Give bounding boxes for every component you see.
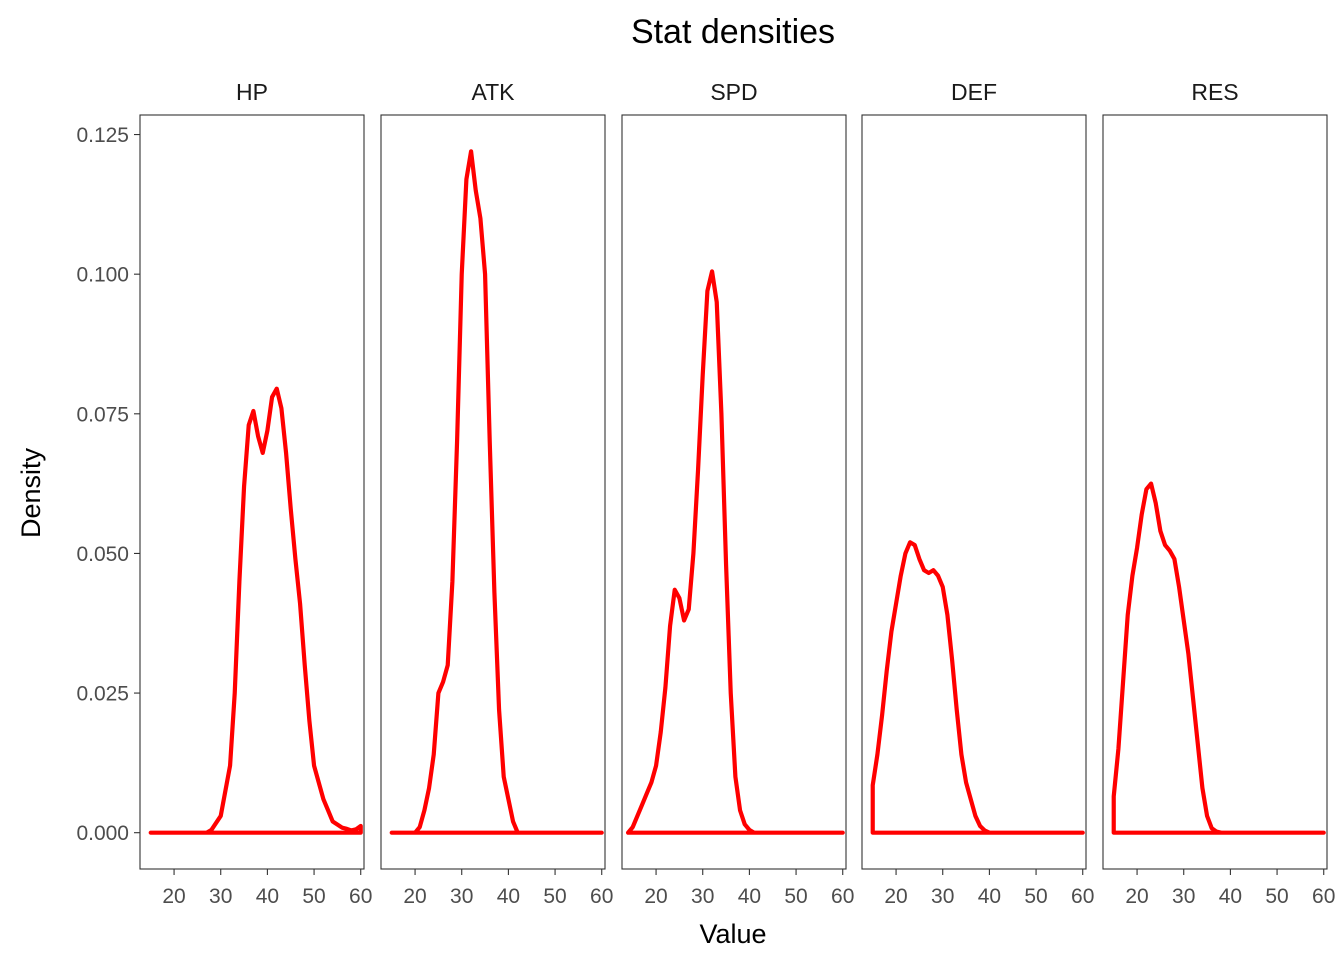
x-tick-label: 60 [590,885,613,908]
x-tick-label: 50 [543,885,566,908]
y-axis-title: Density [16,447,46,538]
x-tick-label: 20 [884,885,907,908]
x-tick-label: 40 [256,885,279,908]
facet-strip-label: HP [236,79,268,105]
x-tick-label: 50 [784,885,807,908]
x-tick-label: 20 [644,885,667,908]
density-curve-spd [625,269,845,835]
density-curve-hp [148,386,363,835]
facet-strip-label: SPD [710,79,757,105]
x-tick-label: 50 [1265,885,1288,908]
x-tick-label: 60 [1071,885,1094,908]
x-tick-label: 40 [497,885,520,908]
panel-border [861,114,1087,870]
panel-border [139,114,365,870]
facet-strip-label: DEF [951,79,997,105]
x-tick-label: 20 [403,885,426,908]
x-tick-label: 30 [209,885,232,908]
y-tick-label: 0.075 [76,403,129,426]
x-axis-title: Value [699,919,766,949]
x-tick-label: 40 [978,885,1001,908]
x-tick-label: 40 [738,885,761,908]
x-tick-label: 20 [162,885,185,908]
y-tick-label: 0.025 [76,683,129,706]
facet-strip-label: RES [1191,79,1238,105]
panel-border [380,114,606,870]
facet-panel-spd: SPD 20 30 40 50 60 [621,79,854,908]
facet-panel-hp: HP 20 30 40 50 60 [139,79,372,908]
facet-panel-def: DEF 20 30 40 50 60 [861,79,1094,908]
facet-panels: 0.000 0.025 0.050 0.075 0.100 0.125 HP 20 30 40 50… [76,79,1335,908]
x-tick-label: 20 [1125,885,1148,908]
density-curve-atk [389,149,604,835]
y-tick-label: 0.000 [76,822,129,845]
x-tick-label: 60 [1312,885,1335,908]
x-tick-label: 60 [831,885,854,908]
density-curve-res [1111,481,1326,835]
chart-title: Stat densities [631,13,835,51]
x-tick-label: 50 [302,885,325,908]
x-tick-label: 30 [931,885,954,908]
facet-panel-atk: ATK 20 30 40 50 60 [380,79,613,908]
x-tick-label: 30 [1172,885,1195,908]
density-curve-def [870,540,1085,835]
panel-border [1102,114,1328,870]
facet-strip-label: ATK [471,79,515,105]
y-tick-label: 0.125 [76,124,129,147]
x-tick-label: 60 [349,885,372,908]
panel-border [621,114,847,870]
x-tick-label: 50 [1024,885,1047,908]
facet-panel-res: RES 20 30 40 50 60 [1102,79,1335,908]
x-tick-label: 40 [1219,885,1242,908]
x-tick-label: 30 [450,885,473,908]
y-tick-label: 0.100 [76,264,129,287]
y-tick-label: 0.050 [76,543,129,566]
x-tick-label: 30 [691,885,714,908]
